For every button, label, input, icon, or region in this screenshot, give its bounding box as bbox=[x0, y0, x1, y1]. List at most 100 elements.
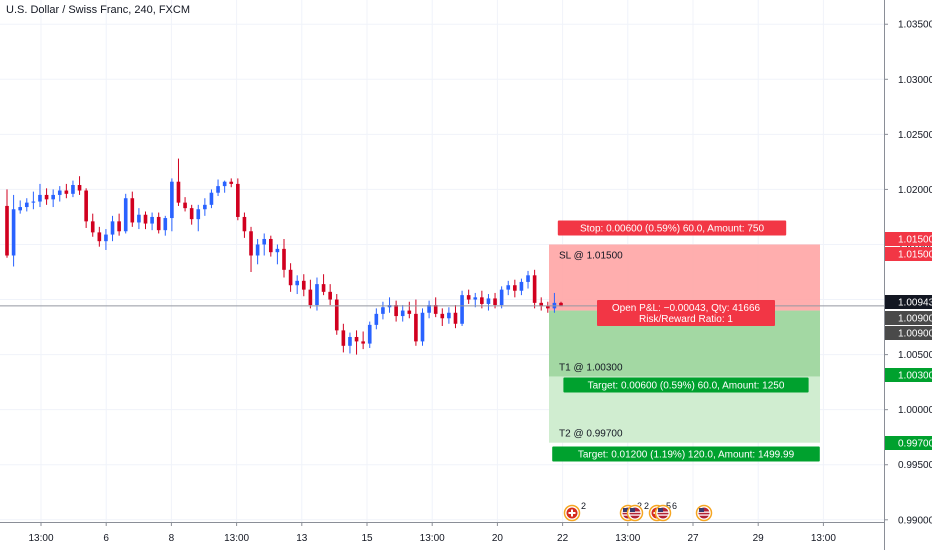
price-axis-label-bg bbox=[885, 311, 932, 325]
x-tick-label: 15 bbox=[361, 533, 373, 544]
event-count: 2 bbox=[581, 501, 586, 511]
price-axis-label-text: 1.01500 bbox=[898, 250, 932, 261]
candle-body bbox=[513, 285, 517, 291]
candle-body bbox=[57, 190, 62, 195]
price-axis-label-text: 1.00300 bbox=[898, 371, 932, 382]
event-marker[interactable] bbox=[695, 504, 713, 522]
candle-body bbox=[466, 295, 471, 300]
price-axis-label-bg bbox=[885, 232, 932, 246]
candle-body bbox=[420, 312, 425, 342]
candle-body bbox=[275, 248, 280, 253]
candle-body bbox=[367, 324, 372, 344]
candle-body bbox=[288, 269, 293, 286]
target1-level-label: T1 @ 1.00300 bbox=[559, 363, 623, 374]
candle-body bbox=[539, 302, 544, 307]
candles bbox=[5, 158, 563, 355]
y-tick-label: 0.99500 bbox=[898, 460, 932, 471]
open-pnl-box-text: Open P&L: −0.00043, Qty: 41666 bbox=[612, 303, 761, 314]
candle-body bbox=[31, 201, 36, 203]
candle-body bbox=[315, 284, 319, 306]
open-pnl-box: Open P&L: −0.00043, Qty: 41666Risk/Rewar… bbox=[597, 300, 775, 326]
target2-info-box-bg bbox=[552, 446, 820, 462]
y-tick-label: 1.03500 bbox=[898, 20, 932, 31]
price-axis-label: 1.01500 bbox=[885, 232, 932, 246]
candle-body bbox=[176, 181, 181, 203]
candle-body bbox=[51, 194, 55, 200]
us-canton bbox=[623, 508, 628, 512]
candle-body bbox=[77, 185, 82, 191]
y-tick-label: 1.02000 bbox=[898, 185, 932, 196]
event-marker[interactable]: 2 bbox=[626, 501, 650, 522]
candle-body bbox=[328, 291, 332, 300]
candle-body bbox=[268, 238, 273, 253]
target2-info-box: Target: 0.01200 (1.19%) 120.0, Amount: 1… bbox=[552, 446, 820, 462]
x-tick-label: 22 bbox=[557, 533, 569, 544]
x-tick-label: 6 bbox=[103, 533, 109, 544]
x-tick-label: 13:00 bbox=[28, 533, 53, 544]
swiss-cross-v bbox=[571, 509, 573, 517]
candle-body bbox=[163, 218, 168, 231]
y-tick-label: 1.00500 bbox=[898, 350, 932, 361]
candle-body bbox=[209, 192, 214, 205]
candle-body bbox=[427, 305, 431, 313]
candle-body bbox=[486, 298, 491, 304]
event-marker[interactable]: 2 bbox=[563, 501, 587, 522]
event-marker[interactable]: 6 bbox=[654, 501, 678, 522]
candle-body bbox=[545, 306, 550, 309]
open-pnl-box-bg bbox=[597, 300, 775, 326]
us-canton bbox=[699, 508, 704, 512]
candle-body bbox=[170, 181, 174, 219]
stop-info-box-bg bbox=[557, 220, 787, 236]
candle-body bbox=[203, 204, 207, 210]
price-axis-label-bg bbox=[885, 436, 932, 450]
price-axis[interactable]: 1.035001.030001.025001.020001.015001.010… bbox=[884, 0, 932, 550]
price-axis-label: 1.00900 bbox=[885, 311, 932, 325]
x-tick-label: 29 bbox=[753, 533, 765, 544]
x-tick-label: 13:00 bbox=[420, 533, 445, 544]
candle-body bbox=[104, 234, 108, 242]
candle-body bbox=[255, 244, 260, 256]
candle-body bbox=[414, 313, 418, 342]
us-stripe bbox=[657, 514, 669, 516]
candle-body bbox=[374, 313, 379, 325]
candle-body bbox=[196, 209, 201, 220]
candle-body bbox=[18, 207, 23, 211]
overlay-labels: SL @ 1.01500 T1 @ 1.00300 T2 @ 0.99700 Stop… bbox=[0, 220, 884, 462]
candle-body bbox=[559, 302, 563, 307]
candle-body bbox=[236, 183, 240, 217]
candle-body bbox=[519, 281, 524, 291]
candle-body bbox=[354, 336, 359, 342]
candle-body bbox=[130, 198, 135, 223]
price-axis-label: 0.99700 bbox=[885, 436, 932, 450]
candle-body bbox=[5, 205, 9, 256]
event-count: 6 bbox=[672, 501, 677, 511]
time-axis[interactable]: 13:00 6 8 13:00 13 15 13:00 20 22 13:00 27 29 13:00 bbox=[0, 522, 884, 544]
candle-body bbox=[447, 312, 451, 319]
stop-loss-zone bbox=[549, 244, 820, 311]
us-stripe bbox=[629, 514, 641, 516]
price-axis-label: 1.00900 bbox=[885, 326, 932, 340]
candle-body bbox=[123, 198, 128, 232]
x-tick-label: 8 bbox=[169, 533, 175, 544]
us-canton bbox=[630, 508, 635, 512]
candle-body bbox=[97, 232, 102, 242]
candle-body bbox=[473, 297, 478, 300]
candle-body bbox=[506, 285, 511, 290]
candle-body bbox=[480, 297, 484, 304]
candle-body bbox=[341, 330, 346, 346]
target2-info-box-text: Target: 0.01200 (1.19%) 120.0, Amount: 1… bbox=[578, 450, 795, 461]
candle-body bbox=[143, 214, 148, 224]
price-axis-label-text: 1.00900 bbox=[898, 329, 932, 340]
price-axis-label-text: 0.99700 bbox=[898, 439, 932, 450]
candle-body bbox=[400, 310, 405, 317]
price-axis-label-text: 1.00943 bbox=[898, 298, 932, 309]
event-count: 2 bbox=[637, 501, 642, 511]
price-axis-label-bg bbox=[885, 247, 932, 261]
us-canton bbox=[658, 508, 663, 512]
open-pnl-box-text: Risk/Reward Ratio: 1 bbox=[639, 314, 733, 325]
y-tick-label: 1.00000 bbox=[898, 405, 932, 416]
candle-body bbox=[156, 216, 161, 231]
